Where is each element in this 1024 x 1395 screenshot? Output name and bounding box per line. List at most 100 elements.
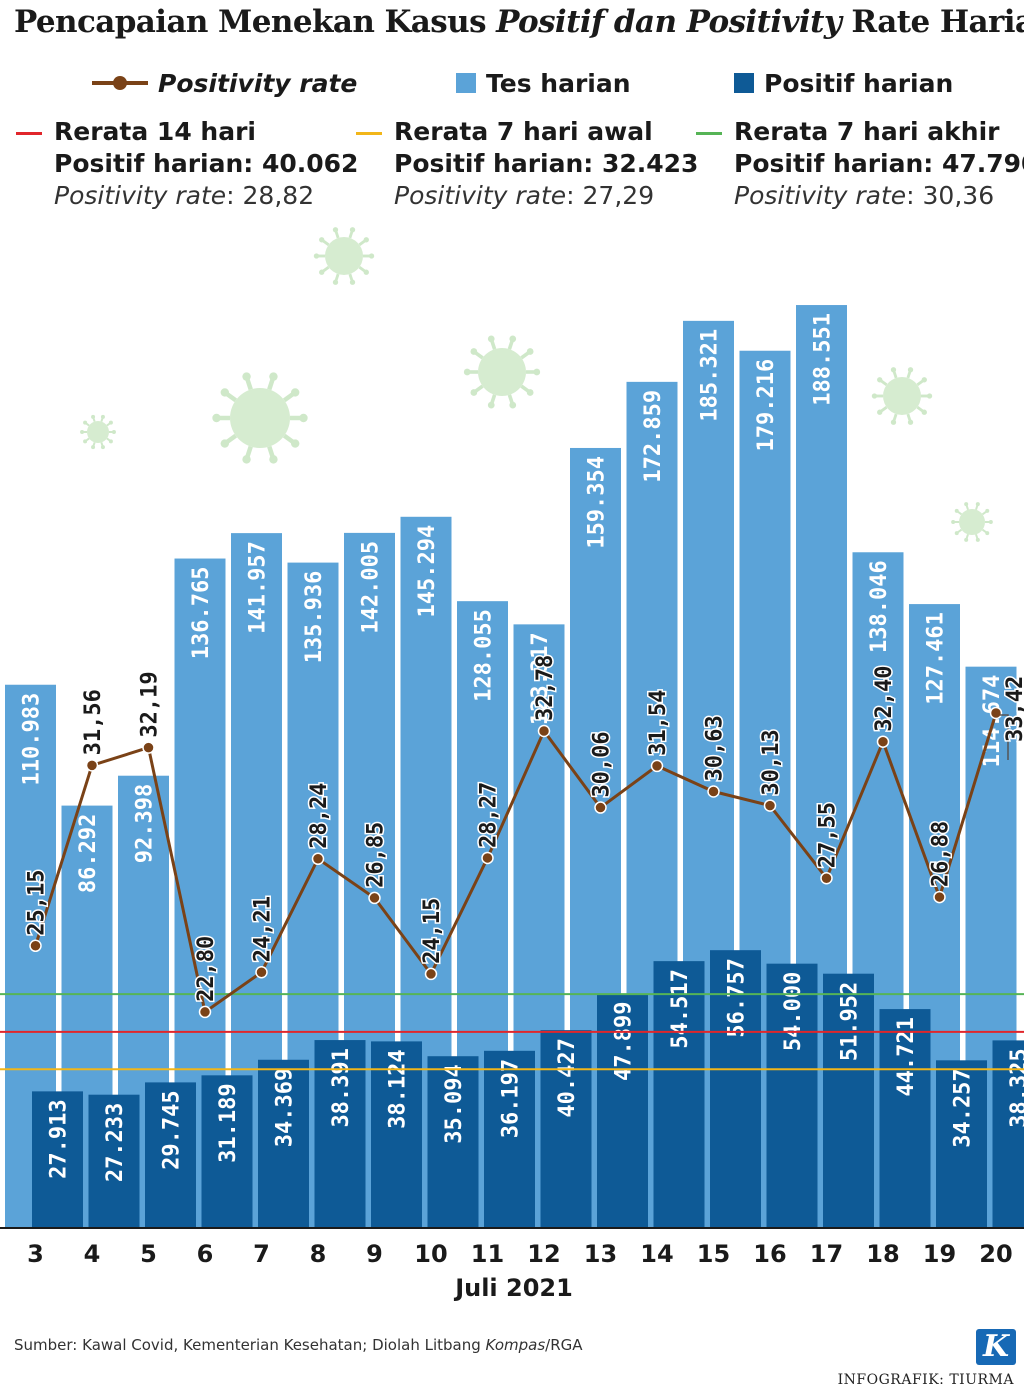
- positive-bar: [484, 1050, 535, 1228]
- positivity-rate-point: [933, 890, 946, 904]
- positive-value-label: 38.124: [386, 1049, 411, 1128]
- average-positive: Positif harian: 40.062: [54, 149, 359, 178]
- positivity-rate-label: 30,13: [759, 729, 784, 795]
- positivity-rate-label: 33,42: [1003, 676, 1024, 742]
- positive-value-label: 38.325: [1007, 1048, 1024, 1127]
- positivity-rate-label: 27,55: [816, 802, 841, 868]
- positivity-rate-point: [85, 759, 99, 772]
- x-tick-label: 11: [471, 1240, 504, 1268]
- chart-title: Pencapaian Menekan Kasus Positif dan Pos…: [14, 4, 1024, 40]
- leader-line: [1000, 714, 1009, 760]
- tests-value-label: 145.294: [415, 525, 440, 618]
- positive-value-label: 34.257: [951, 1068, 976, 1147]
- average-rate: Positivity rate: 27,29: [394, 181, 655, 210]
- tests-value-label: 135.936: [302, 571, 327, 664]
- x-tick-label: 10: [414, 1240, 447, 1268]
- positive-value-label: 29.745: [160, 1090, 185, 1169]
- infographic-credit: INFOGRAFIK: TIURMA: [837, 1372, 1014, 1388]
- positive-bar: [823, 973, 874, 1228]
- legend-positivity-rate: Positivity rate: [92, 66, 357, 100]
- positivity-rate-point: [537, 724, 551, 738]
- positive-bar: [540, 1030, 592, 1228]
- positivity-rate-point: [650, 759, 664, 773]
- positivity-rate-point: [311, 852, 325, 866]
- positivity-rate-label: 28,24: [307, 783, 332, 849]
- tests-value-label: 123.317: [528, 632, 553, 725]
- positivity-rate-point: [989, 706, 1003, 720]
- positivity-rate-point: [481, 851, 494, 865]
- x-tick-label: 14: [640, 1240, 673, 1268]
- positivity-rate-label: 32,78: [533, 655, 558, 721]
- x-tick-label: 12: [527, 1240, 560, 1268]
- x-tick-label: 16: [753, 1240, 786, 1268]
- positive-value-label: 35.094: [442, 1064, 467, 1143]
- positive-value-label: 40.427: [555, 1038, 580, 1117]
- average-positive: Positif harian: 47.790: [734, 149, 1024, 178]
- positive-value-label: 47.899: [612, 1002, 637, 1081]
- positivity-rate-label: 24,15: [420, 898, 445, 964]
- x-tick-label: 5: [140, 1240, 157, 1268]
- positivity-rate-point: [763, 799, 777, 812]
- positivity-rate-point: [142, 741, 155, 754]
- line-marker-icon: [92, 76, 148, 90]
- average-title: Rerata 7 hari awal: [394, 117, 653, 146]
- x-tick-label: 20: [979, 1240, 1012, 1268]
- average-7-days-first: Rerata 7 hari awal Positif harian: 32.42…: [356, 116, 698, 212]
- positivity-rate-label: 26,88: [929, 821, 954, 887]
- average-rate: Positivity rate: 30,36: [734, 181, 995, 210]
- positive-bar: [145, 1082, 196, 1228]
- positive-value-label: 31.189: [216, 1083, 241, 1162]
- positive-value-label: 56.757: [725, 958, 750, 1037]
- positive-bar: [32, 1091, 83, 1228]
- kompas-logo-icon: K: [976, 1329, 1016, 1365]
- positive-value-label: 27.233: [103, 1103, 128, 1182]
- positivity-rate-point: [594, 801, 607, 814]
- tests-value-label: 128.055: [472, 609, 497, 702]
- x-tick-label: 6: [197, 1240, 214, 1268]
- positive-value-label: 34.369: [273, 1068, 298, 1147]
- virus-icon: [212, 372, 308, 464]
- legend-positivity-label: Positivity rate: [158, 68, 358, 98]
- positive-value-label: 27.913: [47, 1099, 72, 1178]
- positivity-rate-point: [368, 891, 381, 905]
- legend-positive-label: Positif harian: [764, 68, 954, 98]
- light-blue-swatch-icon: [456, 73, 476, 93]
- legend-tests-label: Tes harian: [486, 68, 631, 98]
- tests-value-label: 188.551: [811, 313, 836, 406]
- virus-icon: [463, 335, 541, 409]
- positive-bar: [371, 1041, 422, 1228]
- tests-value-label: 179.216: [754, 359, 779, 452]
- x-tick-label: 9: [366, 1240, 383, 1268]
- positivity-rate-label: 32,19: [138, 671, 163, 737]
- average-7-days-last: Rerata 7 hari akhir Positif harian: 47.7…: [696, 116, 1024, 212]
- positivity-rate-point: [820, 871, 833, 885]
- x-tick-label: 7: [253, 1240, 270, 1268]
- positivity-rate-point: [29, 939, 42, 953]
- positive-bar: [258, 1059, 309, 1228]
- positive-value-label: 54.517: [668, 969, 693, 1048]
- positivity-rate-label: 28,27: [477, 782, 502, 848]
- tests-value-label: 92.398: [133, 784, 158, 863]
- positive-bar: [653, 961, 705, 1228]
- x-axis-label: Juli 2021: [453, 1274, 573, 1302]
- tests-value-label: 185.321: [698, 329, 723, 422]
- positivity-rate-label: 26,85: [364, 822, 389, 888]
- tests-value-label: 138.046: [867, 560, 892, 653]
- positive-bar: [879, 1009, 931, 1228]
- x-tick-label: 3: [27, 1240, 44, 1268]
- virus-icon: [951, 502, 993, 542]
- positivity-rate-point: [255, 965, 268, 979]
- positive-bar: [766, 963, 818, 1228]
- legend-positif-harian: Positif harian: [734, 66, 953, 100]
- source-note: Sumber: Kawal Covid, Kementerian Kesehat…: [14, 1336, 583, 1354]
- positive-value-label: 44.721: [894, 1017, 919, 1096]
- positivity-rate-label: 31,54: [646, 690, 671, 756]
- positivity-rate-label: 30,63: [703, 715, 728, 781]
- x-tick-label: 18: [866, 1240, 899, 1268]
- average-title: Rerata 14 hari: [54, 117, 256, 146]
- dark-blue-swatch-icon: [734, 73, 754, 93]
- positivity-rate-point: [198, 1005, 212, 1019]
- tests-value-label: 142.005: [359, 541, 384, 634]
- positive-value-label: 36.197: [499, 1059, 524, 1138]
- tests-value-label: 86.292: [76, 814, 101, 893]
